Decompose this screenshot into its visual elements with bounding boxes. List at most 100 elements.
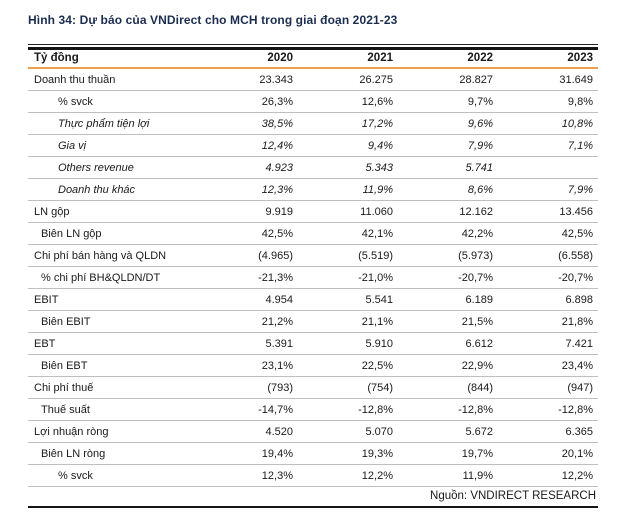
cell-2023: 42,5%: [498, 222, 598, 245]
row-label: Doanh thu thuần: [28, 68, 198, 91]
cell-2023: 6.365: [498, 420, 598, 443]
cell-2021: 11.060: [298, 200, 398, 223]
cell-2023: -20,7%: [498, 266, 598, 289]
cell-2023: 21,8%: [498, 310, 598, 333]
cell-2022: 5.741: [398, 156, 498, 179]
cell-2022: 7,9%: [398, 134, 498, 157]
cell-2023: 9,8%: [498, 90, 598, 113]
cell-2023: [498, 156, 598, 179]
table-row: % svck 12,3% 12,2% 11,9% 12,2%: [28, 464, 598, 487]
cell-2022: 19,7%: [398, 442, 498, 465]
figure-title: Hình 34: Dự báo của VNDirect cho MCH tro…: [28, 13, 398, 27]
year-header-2021: 2021: [298, 50, 398, 69]
cell-2020: 23,1%: [198, 354, 298, 377]
cell-2023: 12,2%: [498, 464, 598, 487]
cell-2021: (5.519): [298, 244, 398, 267]
cell-2023: 23,4%: [498, 354, 598, 377]
cell-2020: (4.965): [198, 244, 298, 267]
row-label: Biên EBT: [28, 354, 198, 377]
cell-2022: 22,9%: [398, 354, 498, 377]
cell-2023: (947): [498, 376, 598, 399]
cell-2020: 9.919: [198, 200, 298, 223]
row-label: Gia vị: [28, 134, 198, 157]
unit-header: Tỷ đồng: [28, 50, 198, 69]
cell-2021: -21,0%: [298, 266, 398, 289]
cell-2022: 42,2%: [398, 222, 498, 245]
cell-2021: 42,1%: [298, 222, 398, 245]
row-label: % svck: [28, 464, 198, 487]
cell-2020: 12,3%: [198, 464, 298, 487]
table-row: Thuế suất -14,7% -12,8% -12,8% -12,8%: [28, 398, 598, 421]
cell-2022: 6.189: [398, 288, 498, 311]
table-row: Chi phí thuế (793) (754) (844) (947): [28, 376, 598, 399]
year-header-2023: 2023: [498, 50, 598, 69]
row-label: Biên LN gộp: [28, 222, 198, 245]
cell-2020: 4.954: [198, 288, 298, 311]
cell-2023: 31.649: [498, 68, 598, 91]
cell-2021: 11,9%: [298, 178, 398, 201]
cell-2023: 7,9%: [498, 178, 598, 201]
cell-2020: 38,5%: [198, 112, 298, 135]
table-row: EBIT 4.954 5.541 6.189 6.898: [28, 288, 598, 311]
row-label: Biên EBIT: [28, 310, 198, 333]
cell-2020: 4.520: [198, 420, 298, 443]
table-row: % chi phí BH&QLDN/DT -21,3% -21,0% -20,7…: [28, 266, 598, 289]
cell-2021: -12,8%: [298, 398, 398, 421]
cell-2021: (754): [298, 376, 398, 399]
cell-2021: 26.275: [298, 68, 398, 91]
cell-2020: 4.923: [198, 156, 298, 179]
table-row: Chi phí bán hàng và QLDN (4.965) (5.519)…: [28, 244, 598, 267]
cell-2023: -12,8%: [498, 398, 598, 421]
cell-2021: 5.910: [298, 332, 398, 355]
cell-2020: 19,4%: [198, 442, 298, 465]
cell-2023: 10,8%: [498, 112, 598, 135]
top-rule-thick: [28, 47, 598, 50]
row-label: % svck: [28, 90, 198, 113]
cell-2023: 20,1%: [498, 442, 598, 465]
row-label: Chi phí thuế: [28, 376, 198, 399]
row-label: Biên LN ròng: [28, 442, 198, 465]
table-row: % svck 26,3% 12,6% 9,7% 9,8%: [28, 90, 598, 113]
cell-2020: 12,3%: [198, 178, 298, 201]
cell-2023: 6.898: [498, 288, 598, 311]
cell-2021: 21,1%: [298, 310, 398, 333]
row-label: Doanh thu khác: [28, 178, 198, 201]
row-label: Thực phẩm tiện lợi: [28, 112, 198, 135]
cell-2020: 23.343: [198, 68, 298, 91]
row-label: Lợi nhuận ròng: [28, 420, 198, 443]
figure-panel: Hình 34: Dự báo của VNDirect cho MCH tro…: [28, 13, 598, 508]
cell-2022: -20,7%: [398, 266, 498, 289]
cell-2021: 5.541: [298, 288, 398, 311]
cell-2023: 13.456: [498, 200, 598, 223]
cell-2020: 42,5%: [198, 222, 298, 245]
cell-2022: 12.162: [398, 200, 498, 223]
cell-2021: 9,4%: [298, 134, 398, 157]
table-top-rules: [28, 44, 598, 50]
cell-2020: (793): [198, 376, 298, 399]
row-label: % chi phí BH&QLDN/DT: [28, 266, 198, 289]
cell-2023: (6.558): [498, 244, 598, 267]
cell-2021: 12,2%: [298, 464, 398, 487]
cell-2020: -14,7%: [198, 398, 298, 421]
cell-2020: 12,4%: [198, 134, 298, 157]
row-label: EBIT: [28, 288, 198, 311]
table-row: Thực phẩm tiện lợi 38,5% 17,2% 9,6% 10,8…: [28, 112, 598, 135]
top-rule-thin: [28, 44, 598, 45]
cell-2020: 21,2%: [198, 310, 298, 333]
table-row: EBT 5.391 5.910 6.612 7.421: [28, 332, 598, 355]
row-label: Others revenue: [28, 156, 198, 179]
forecast-table: Tỷ đồng 2020 2021 2022 2023 Doanh thu th…: [28, 50, 598, 487]
cell-2020: -21,3%: [198, 266, 298, 289]
cell-2022: 9,7%: [398, 90, 498, 113]
cell-2020: 26,3%: [198, 90, 298, 113]
cell-2020: 5.391: [198, 332, 298, 355]
cell-2021: 17,2%: [298, 112, 398, 135]
cell-2022: (844): [398, 376, 498, 399]
table-row: Others revenue 4.923 5.343 5.741: [28, 156, 598, 179]
cell-2021: 22,5%: [298, 354, 398, 377]
row-label: EBT: [28, 332, 198, 355]
cell-2022: 28.827: [398, 68, 498, 91]
table-row: Doanh thu thuần 23.343 26.275 28.827 31.…: [28, 68, 598, 91]
table-row: Doanh thu khác 12,3% 11,9% 8,6% 7,9%: [28, 178, 598, 201]
table-row: LN gộp 9.919 11.060 12.162 13.456: [28, 200, 598, 223]
